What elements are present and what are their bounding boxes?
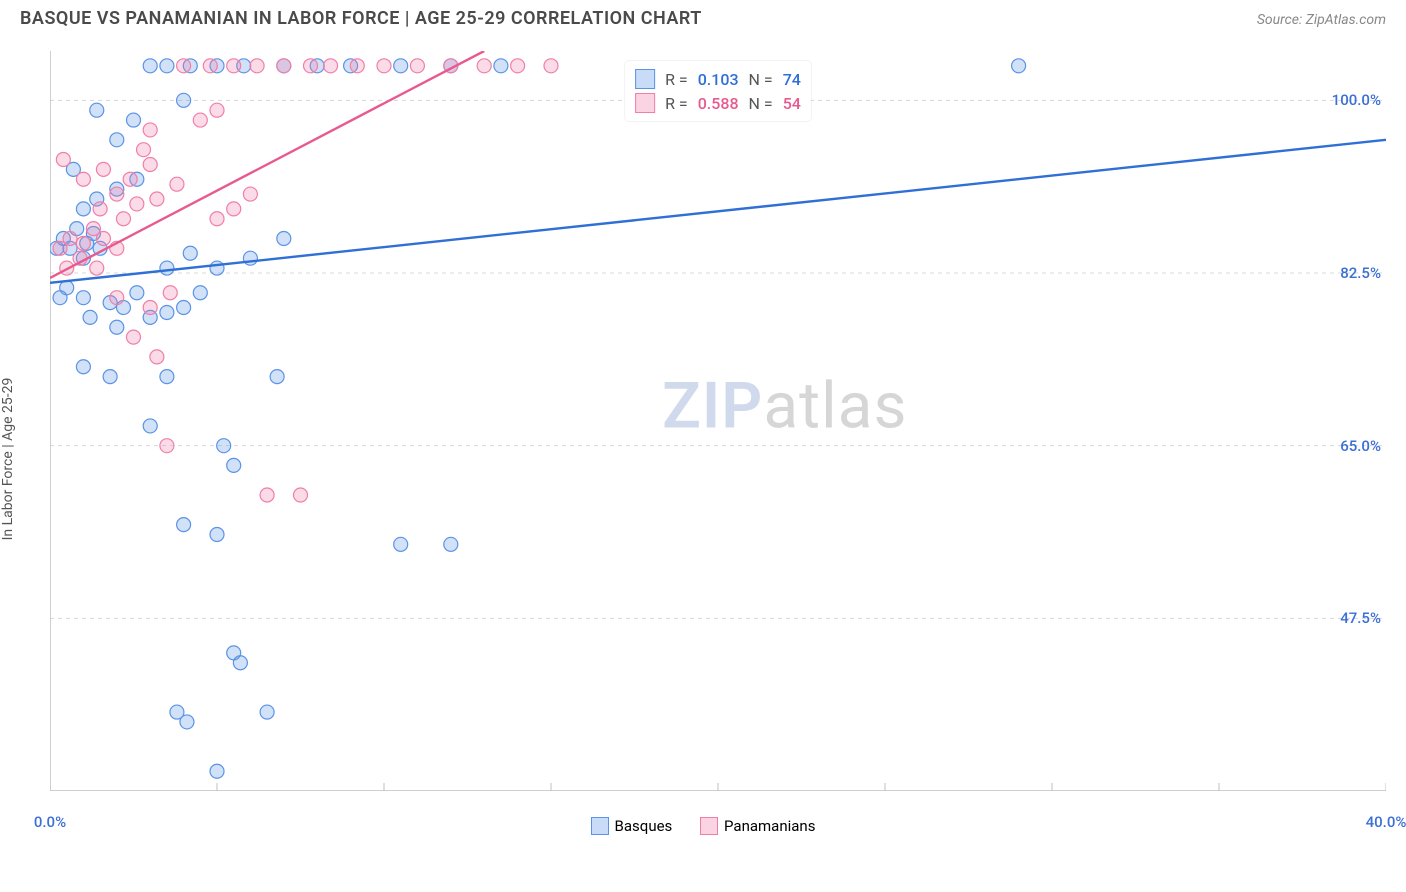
swatch-icon: [591, 817, 609, 835]
r-label: R =: [665, 94, 688, 113]
chart-container: In Labor Force | Age 25-29 ZIPatlas R = …: [0, 41, 1406, 861]
chart-header: BASQUE VS PANAMANIAN IN LABOR FORCE | AG…: [0, 0, 1406, 41]
stats-legend: R = 0.103 N = 74 R = 0.588 N = 54: [625, 61, 811, 121]
legend-item-panamanians: Panamanians: [700, 817, 815, 835]
legend-label: Panamanians: [724, 817, 815, 835]
n-label: N =: [749, 70, 773, 89]
r-value: 0.588: [698, 94, 739, 113]
chart-title: BASQUE VS PANAMANIAN IN LABOR FORCE | AG…: [20, 8, 702, 29]
swatch-icon: [700, 817, 718, 835]
legend-label: Basques: [615, 817, 673, 835]
r-label: R =: [665, 70, 688, 89]
scatter-svg: [50, 51, 1386, 791]
swatch-icon: [635, 69, 655, 89]
legend-item-basques: Basques: [591, 817, 673, 835]
n-value: 54: [783, 94, 801, 113]
stats-row-basques: R = 0.103 N = 74: [635, 67, 801, 91]
plot-area: ZIPatlas R = 0.103 N = 74 R = 0.588 N = …: [50, 51, 1386, 791]
n-label: N =: [749, 94, 773, 113]
r-value: 0.103: [698, 70, 739, 89]
stats-row-panamanians: R = 0.588 N = 54: [635, 91, 801, 115]
y-axis-label: In Labor Force | Age 25-29: [0, 378, 16, 541]
chart-source: Source: ZipAtlas.com: [1257, 12, 1386, 28]
bottom-legend: Basques Panamanians: [0, 817, 1406, 839]
n-value: 74: [783, 70, 801, 89]
swatch-icon: [635, 93, 655, 113]
